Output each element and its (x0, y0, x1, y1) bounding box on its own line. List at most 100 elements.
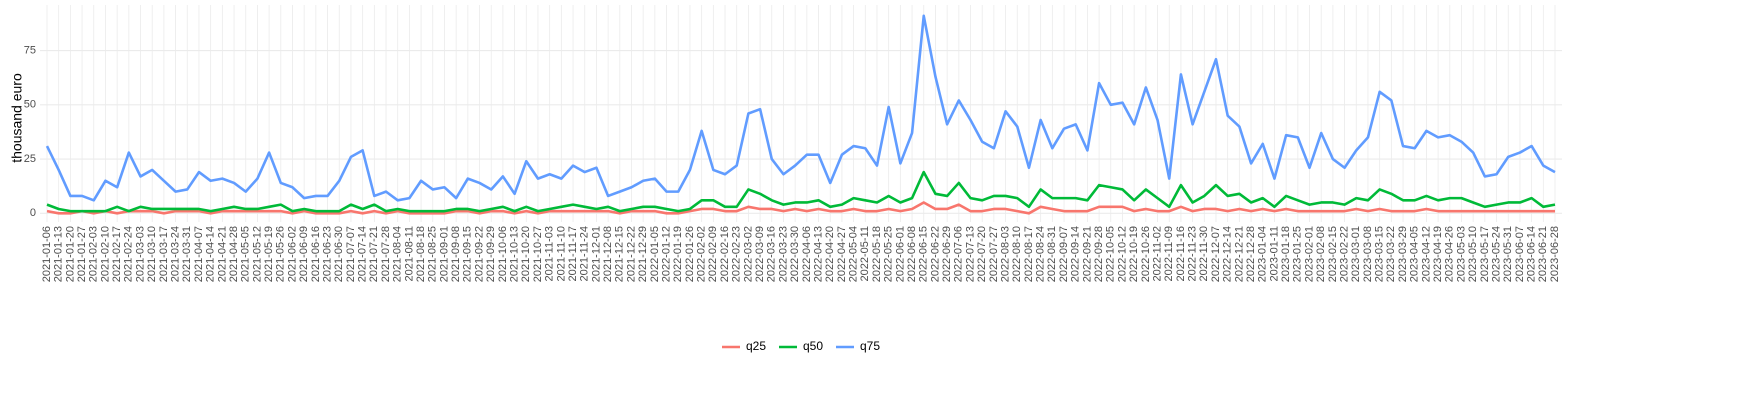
x-tick-label: 2023-02-15 (1327, 226, 1339, 282)
x-tick-label: 2021-06-16 (310, 226, 322, 282)
x-tick-label: 2021-01-06 (41, 226, 53, 282)
x-tick-label: 2022-03-16 (766, 226, 778, 282)
x-tick-label: 2022-04-20 (824, 226, 836, 282)
x-tick-label: 2022-04-27 (836, 226, 848, 282)
x-tick-label: 2022-07-06 (953, 226, 965, 282)
x-tick-label: 2021-06-02 (286, 226, 298, 282)
x-tick-label: 2021-11-03 (544, 226, 556, 281)
x-tick-label: 2022-06-15 (918, 226, 930, 282)
x-tick-label: 2021-06-30 (333, 226, 345, 282)
x-tick-label: 2022-11-16 (1175, 226, 1187, 281)
x-tick-label: 2021-11-24 (579, 226, 591, 281)
x-tick-label: 2021-08-04 (392, 226, 404, 282)
x-tick-label: 2021-09-01 (438, 226, 450, 282)
x-tick-label: 2022-08-24 (1035, 226, 1047, 282)
x-tick-label: 2023-04-19 (1432, 226, 1444, 282)
x-tick-label: 2021-12-01 (590, 226, 602, 282)
x-tick-label: 2021-05-12 (251, 226, 263, 282)
x-tick-label: 2022-07-27 (988, 226, 1000, 282)
x-tick-label: 2021-04-28 (228, 226, 240, 282)
x-tick-label: 2023-03-29 (1397, 226, 1409, 282)
x-tick-label: 2023-05-03 (1455, 226, 1467, 282)
x-tick-label: 2021-03-03 (134, 226, 146, 282)
x-tick-label: 2022-09-28 (1093, 226, 1105, 282)
x-tick-label: 2023-05-17 (1479, 226, 1491, 282)
x-tick-label: 2022-03-02 (742, 226, 754, 282)
x-tick-label: 2022-12-21 (1233, 226, 1245, 282)
x-tick-label: 2022-02-02 (696, 226, 708, 282)
x-tick-label: 2022-11-09 (1163, 226, 1175, 281)
x-tick-label: 2022-01-19 (672, 226, 684, 282)
legend-label: q25 (746, 339, 766, 353)
x-tick-label: 2023-03-22 (1385, 226, 1397, 282)
x-tick-label: 2023-02-08 (1315, 226, 1327, 282)
line-series (45, 14, 1556, 202)
x-tick-label: 2021-01-27 (76, 226, 88, 282)
x-tick-label: 2023-03-15 (1374, 226, 1386, 282)
x-tick-label: 2022-02-09 (707, 226, 719, 282)
x-tick-label: 2022-05-18 (871, 226, 883, 282)
x-tick-label: 2022-05-04 (848, 226, 860, 282)
x-tick-label: 2021-09-29 (485, 226, 497, 282)
x-tick-label: 2021-04-07 (193, 226, 205, 282)
x-tick-label: 2023-06-28 (1549, 226, 1561, 282)
x-tick-label: 2023-06-14 (1526, 226, 1538, 282)
x-tick-label: 2021-12-22 (625, 226, 637, 282)
x-tick-label: 2023-01-25 (1292, 226, 1304, 282)
x-tick-label: 2022-04-13 (812, 226, 824, 282)
x-tick-label: 2021-07-21 (368, 226, 380, 282)
x-tick-label: 2021-03-31 (181, 226, 193, 282)
x-tick-label: 2021-07-07 (345, 226, 357, 282)
x-tick-label: 2021-03-24 (169, 226, 181, 282)
x-tick-label: 2022-03-09 (754, 226, 766, 282)
x-tick-label: 2021-09-15 (462, 226, 474, 282)
x-tick-label: 2022-11-23 (1187, 226, 1199, 281)
x-tick-label: 2021-12-29 (637, 226, 649, 282)
x-tick-label: 2023-06-07 (1514, 226, 1526, 282)
x-tick-label: 2022-10-19 (1128, 226, 1140, 282)
x-tick-label: 2022-03-30 (789, 226, 801, 282)
x-tick-label: 2023-02-22 (1338, 226, 1350, 282)
x-tick-label: 2021-12-15 (614, 226, 626, 282)
x-tick-label: 2021-04-21 (216, 226, 228, 282)
x-tick-label: 2023-05-31 (1502, 226, 1514, 282)
x-tick-label: 2022-12-28 (1245, 226, 1257, 282)
x-tick-label: 2021-05-05 (240, 226, 252, 282)
x-tick-label: 2022-12-14 (1222, 226, 1234, 282)
y-tick-label: 50 (24, 99, 36, 111)
x-tick-label: 2022-08-31 (1046, 226, 1058, 282)
x-tick-label: 2021-05-26 (275, 226, 287, 282)
x-tick-label: 2022-04-06 (801, 226, 813, 282)
x-tick-label: 2023-06-21 (1537, 226, 1549, 282)
x-tick-label: 2021-04-14 (205, 226, 217, 282)
x-tick-label: 2022-10-05 (1105, 226, 1117, 282)
x-tick-label: 2021-10-20 (520, 226, 532, 282)
x-tick-label: 2022-09-14 (1070, 226, 1082, 282)
x-tick-label: 2021-08-11 (403, 226, 415, 281)
x-tick-label: 2022-07-20 (976, 226, 988, 282)
x-tick-label: 2022-08-17 (1023, 226, 1035, 282)
x-tick-label: 2021-03-17 (158, 226, 170, 282)
x-tick-label: 2022-01-12 (660, 226, 672, 282)
x-tick-label: 2021-01-20 (64, 226, 76, 282)
x-tick-label: 2022-09-07 (1058, 226, 1070, 282)
x-tick-label: 2022-05-25 (883, 226, 895, 282)
x-tick-label: 2022-06-22 (929, 226, 941, 282)
x-tick-label: 2023-01-11 (1268, 226, 1280, 281)
x-tick-label: 2022-01-05 (649, 226, 661, 282)
x-tick-label: 2022-06-08 (906, 226, 918, 282)
x-tick-label: 2021-02-17 (111, 226, 123, 282)
x-tick-label: 2021-08-25 (427, 226, 439, 282)
x-tick-label: 2022-03-23 (777, 226, 789, 282)
x-tick-label: 2022-12-07 (1210, 226, 1222, 282)
x-tick-label: 2022-01-26 (684, 226, 696, 282)
x-tick-label: 2021-10-06 (497, 226, 509, 282)
x-tick-label: 2022-09-21 (1081, 226, 1093, 282)
x-tick-label: 2021-11-10 (555, 226, 567, 281)
x-tick-label: 2023-03-08 (1362, 226, 1374, 282)
x-tick-label: 2023-04-26 (1444, 226, 1456, 282)
x-tick-label: 2023-01-18 (1280, 226, 1292, 282)
x-tick-label: 2023-05-24 (1490, 226, 1502, 282)
x-tick-label: 2022-06-29 (941, 226, 953, 282)
x-tick-label: 2023-04-12 (1420, 226, 1432, 282)
